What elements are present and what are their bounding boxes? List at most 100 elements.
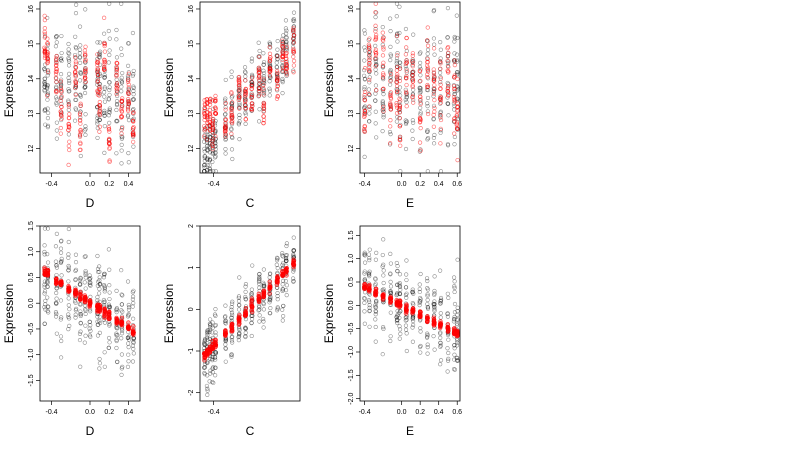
observed-point (115, 326, 120, 331)
observed-point (208, 371, 213, 376)
observed-point (373, 26, 378, 32)
observed-point (87, 319, 92, 324)
fitted-point (388, 118, 393, 123)
observed-point (58, 334, 64, 339)
observed-point (66, 255, 71, 260)
fitted-point (291, 264, 296, 270)
observed-point (78, 43, 83, 48)
fitted-point (431, 73, 437, 78)
observed-point (229, 338, 235, 343)
fitted-point (410, 53, 415, 58)
observed-point (380, 129, 385, 134)
observed-point (223, 318, 228, 324)
observed-point (243, 330, 248, 335)
observed-point (455, 257, 460, 262)
observed-point (424, 276, 430, 281)
fitted-point (45, 50, 51, 55)
observed-point (373, 121, 378, 126)
fitted-point (291, 27, 296, 33)
fitted-point (398, 143, 403, 148)
observed-point (42, 282, 47, 287)
observed-point (237, 328, 242, 333)
observed-point (362, 28, 367, 33)
observed-point (95, 119, 100, 124)
fitted-point (373, 10, 378, 15)
observed-point (267, 88, 273, 93)
observed-point (88, 323, 93, 328)
observed-point (83, 84, 88, 89)
observed-point (54, 100, 59, 106)
observed-point (394, 59, 399, 64)
observed-point (66, 268, 71, 273)
observed-point (73, 107, 79, 112)
observed-point (78, 275, 83, 280)
observed-point (95, 333, 101, 338)
observed-point (395, 317, 400, 323)
x-axis-label: D (86, 424, 95, 438)
fitted-point (431, 46, 437, 51)
observed-point (59, 95, 64, 101)
observed-point (83, 323, 88, 328)
observed-point (452, 142, 457, 147)
observed-point (438, 299, 443, 304)
fitted-point (373, 35, 379, 40)
observed-point (119, 336, 124, 341)
observed-point (45, 295, 50, 300)
observed-point (438, 343, 443, 348)
y-tick-label: -1.5 (28, 374, 35, 386)
observed-point (204, 383, 210, 389)
observed-point (397, 272, 403, 277)
observed-point (211, 365, 216, 370)
observed-point (223, 318, 228, 324)
observed-point (42, 84, 48, 89)
observed-point (275, 38, 280, 44)
observed-point (452, 285, 457, 290)
observed-point (397, 336, 402, 341)
observed-point (120, 364, 125, 369)
fitted-point (249, 84, 255, 89)
observed-point (275, 57, 280, 62)
fitted-point (425, 314, 430, 319)
observed-point (66, 268, 71, 273)
fitted-point (126, 91, 131, 96)
fitted-point (438, 61, 443, 66)
observed-point (77, 302, 82, 307)
fitted-point (73, 92, 78, 98)
observed-point (261, 267, 266, 272)
observed-point (207, 336, 212, 341)
observed-point (367, 299, 372, 304)
observed-point (87, 333, 92, 338)
observed-point (291, 267, 297, 272)
fitted-point (78, 127, 83, 133)
observed-point (53, 244, 59, 249)
observed-point (77, 281, 83, 287)
observed-point (78, 277, 83, 283)
observed-point (207, 321, 212, 326)
observed-point (455, 305, 460, 310)
observed-point (454, 323, 460, 328)
observed-point (130, 359, 136, 364)
observed-point (274, 285, 280, 290)
observed-point (394, 2, 400, 6)
observed-point (120, 70, 125, 76)
observed-point (106, 28, 111, 34)
observed-point (67, 89, 72, 94)
observed-point (213, 350, 219, 355)
observed-point (388, 334, 393, 339)
x-tick-label: 0.2 (415, 409, 425, 416)
fitted-point (53, 88, 59, 94)
fitted-point (96, 304, 102, 309)
observed-point (59, 77, 64, 82)
fitted-point (95, 67, 101, 72)
fitted-point (202, 126, 208, 131)
observed-point (207, 157, 212, 163)
observed-point (73, 315, 78, 320)
fitted-point (380, 63, 386, 68)
fitted-point (261, 86, 266, 91)
observed-point (388, 44, 393, 49)
observed-point (78, 309, 83, 314)
observed-point (411, 32, 416, 37)
observed-point (432, 305, 437, 310)
fitted-point (73, 59, 78, 64)
fitted-point (438, 126, 443, 131)
